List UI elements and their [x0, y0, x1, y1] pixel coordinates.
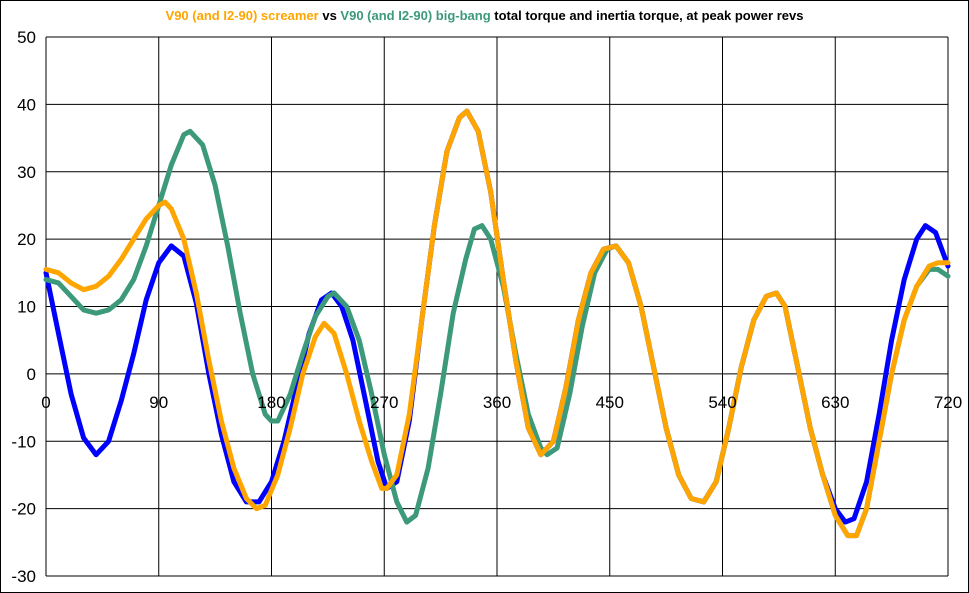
- x-tick-label: 360: [483, 393, 511, 412]
- title-screamer: V90 (and I2-90) screamer: [165, 8, 319, 23]
- x-tick-label: 630: [821, 393, 849, 412]
- y-tick-label: 40: [17, 95, 36, 114]
- x-tick-label: 270: [370, 393, 398, 412]
- title-vs: vs: [318, 8, 341, 23]
- title-big-bang: V90 (and I2-90) big-bang: [340, 8, 491, 23]
- x-tick-label: 720: [934, 393, 962, 412]
- y-tick-label: -20: [11, 500, 36, 519]
- y-tick-label: 20: [17, 230, 36, 249]
- tick-labels: 50 40 30 20 10 0 -10 -20 -30 0 90 180 270 360 450 540 63…: [11, 28, 962, 586]
- y-tick-label: -30: [11, 567, 36, 586]
- x-tick-label: 180: [257, 393, 285, 412]
- series-line-3: [43, 108, 951, 539]
- grid-lines: [45, 36, 949, 577]
- y-tick-label: 0: [27, 365, 36, 384]
- y-tick-label: 50: [17, 28, 36, 47]
- y-tick-label: -10: [11, 432, 36, 451]
- series-lines: [43, 108, 951, 539]
- x-tick-label: 450: [596, 393, 624, 412]
- x-tick-label: 540: [708, 393, 736, 412]
- x-tick-label: 90: [149, 393, 168, 412]
- y-tick-label: 30: [17, 163, 36, 182]
- x-tick-label: 0: [41, 393, 50, 412]
- title-rest: total torque and inertia torque, at peak…: [490, 8, 804, 23]
- chart-title: V90 (and I2-90) screamer vs V90 (and I2-…: [0, 8, 969, 23]
- y-tick-label: 10: [17, 298, 36, 317]
